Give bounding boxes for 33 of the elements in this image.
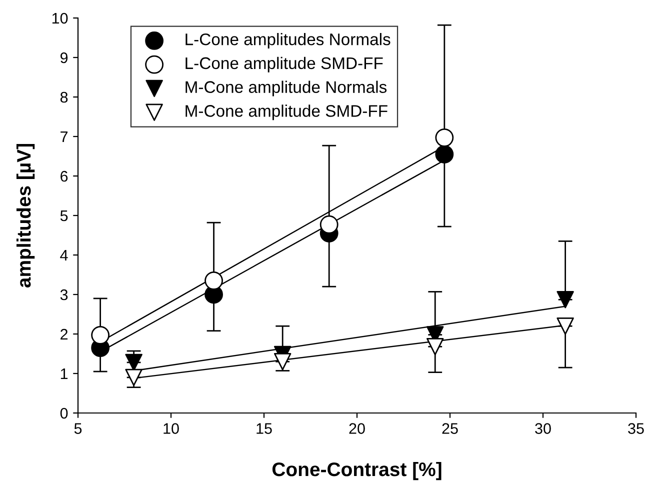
x-tick-label: 35: [628, 423, 644, 434]
x-tick-label: 20: [349, 423, 365, 434]
point: [274, 353, 292, 370]
y-tick-label: 6: [60, 170, 68, 182]
y-tick-label: 9: [60, 52, 68, 64]
x-tick-label: 30: [535, 423, 551, 434]
y-axis-title: amplitudes [µV]: [16, 144, 35, 288]
legend-label: L-Cone amplitude SMD-FF: [186, 56, 383, 72]
point: [91, 326, 110, 344]
y-tick-label: 1: [60, 368, 68, 380]
y-tick-label: 0: [60, 408, 68, 419]
y-tick-label: 5: [60, 210, 68, 222]
point: [435, 128, 454, 147]
point: [556, 291, 574, 308]
x-tick-label: 25: [442, 423, 458, 434]
y-tick-label: 4: [60, 250, 68, 261]
x-axis-title: Cone-Contrast [%]: [272, 462, 442, 480]
y-tick-label: 2: [60, 328, 68, 340]
y-tick-label: 7: [60, 132, 68, 142]
y-tick-label: 8: [60, 92, 68, 103]
y-tick-label: 3: [60, 289, 68, 300]
point: [320, 215, 338, 234]
legend-label: M-Cone amplitude SMD-FF: [186, 104, 388, 120]
point: [426, 338, 444, 356]
x-tick-label: 5: [74, 423, 82, 434]
legend-label: M-Cone amplitude Normals: [186, 80, 387, 96]
point: [435, 145, 454, 164]
x-tick-label: 10: [164, 423, 179, 434]
y-tick-label: 10: [52, 12, 68, 24]
point: [204, 271, 223, 290]
legend-label: L-Cone amplitudes Normals: [186, 33, 390, 49]
x-tick-label: 15: [256, 423, 272, 434]
point: [556, 317, 574, 335]
